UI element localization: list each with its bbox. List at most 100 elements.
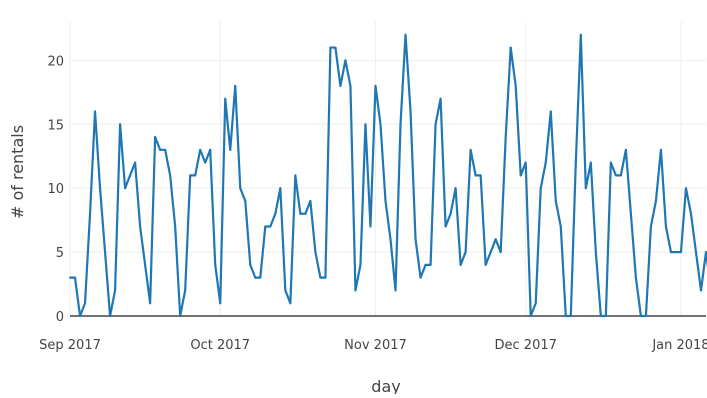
data-point [464,251,467,254]
data-points [69,33,707,317]
data-point [144,263,147,266]
data-point [399,123,402,126]
data-point [489,251,492,254]
data-point [499,251,502,254]
data-point [534,302,537,305]
data-point [664,225,667,228]
data-point [379,123,382,126]
data-point [149,302,152,305]
data-point [434,123,437,126]
series-layer [70,33,707,318]
data-point [529,315,532,317]
data-point [449,212,452,215]
data-point [614,174,617,177]
x-axis-title: day [371,377,400,394]
data-point [239,187,242,190]
data-point [189,174,192,177]
tick-labels: 0 5 10 15 20 Sep 2017 Oct 2017 Nov 2017 Dec 2017… [39,54,707,353]
data-point [304,212,307,215]
data-point [129,174,132,177]
data-point [204,161,207,164]
data-point [404,33,407,36]
data-point [174,225,177,228]
data-point [209,148,212,151]
data-point [459,263,462,266]
data-point [554,199,557,202]
data-point [409,110,412,113]
data-point [474,174,477,177]
y-axis-title: # of rentals [8,125,27,219]
data-point [609,161,612,164]
data-point [439,97,442,100]
data-point [484,263,487,266]
series-line [70,33,707,318]
data-point [564,315,567,317]
data-point [69,276,71,279]
data-point [389,238,392,241]
data-point [454,187,457,190]
data-point [109,315,112,317]
data-point [334,46,337,49]
data-point [199,148,202,151]
data-point [654,199,657,202]
data-point [659,148,662,151]
data-point [294,174,297,177]
data-point [514,84,517,87]
y-tick-label: 20 [47,54,64,69]
data-point [284,289,287,292]
data-point [419,276,422,279]
y-tick-label: 5 [56,246,64,261]
data-point [634,276,637,279]
data-point [544,161,547,164]
data-point [559,225,562,228]
data-point [179,315,182,317]
data-point [134,161,137,164]
data-point [504,136,507,139]
data-point [429,263,432,266]
data-point [254,276,257,279]
data-point [94,110,97,113]
data-point [114,289,117,292]
data-point [569,315,572,317]
x-tick-label: Oct 2017 [190,338,250,353]
data-point [214,263,217,266]
data-point [424,263,427,266]
data-point [289,302,292,305]
data-point [369,225,372,228]
data-point [589,161,592,164]
data-point [269,225,272,228]
data-point [119,123,122,126]
y-tick-label: 15 [47,118,64,133]
data-point [524,161,527,164]
data-point [249,263,252,266]
data-point [359,263,362,266]
data-point [154,136,157,139]
data-point [354,289,357,292]
data-point [639,315,642,317]
data-point [549,110,552,113]
data-point [689,212,692,215]
data-point [694,251,697,254]
data-point [184,289,187,292]
data-point [649,225,652,228]
data-point [79,315,82,317]
data-point [244,199,247,202]
data-point [684,187,687,190]
data-point [414,238,417,241]
data-point [274,212,277,215]
y-tick-label: 0 [56,310,64,325]
data-point [324,276,327,279]
data-point [579,33,582,36]
data-point [604,315,607,317]
data-point [469,148,472,151]
data-point [479,174,482,177]
data-point [644,315,647,317]
data-point [574,161,577,164]
data-point [279,187,282,190]
data-point [89,212,92,215]
data-point [674,251,677,254]
data-point [84,302,87,305]
data-point [584,187,587,190]
x-tick-label: Dec 2017 [495,338,557,353]
data-point [364,123,367,126]
